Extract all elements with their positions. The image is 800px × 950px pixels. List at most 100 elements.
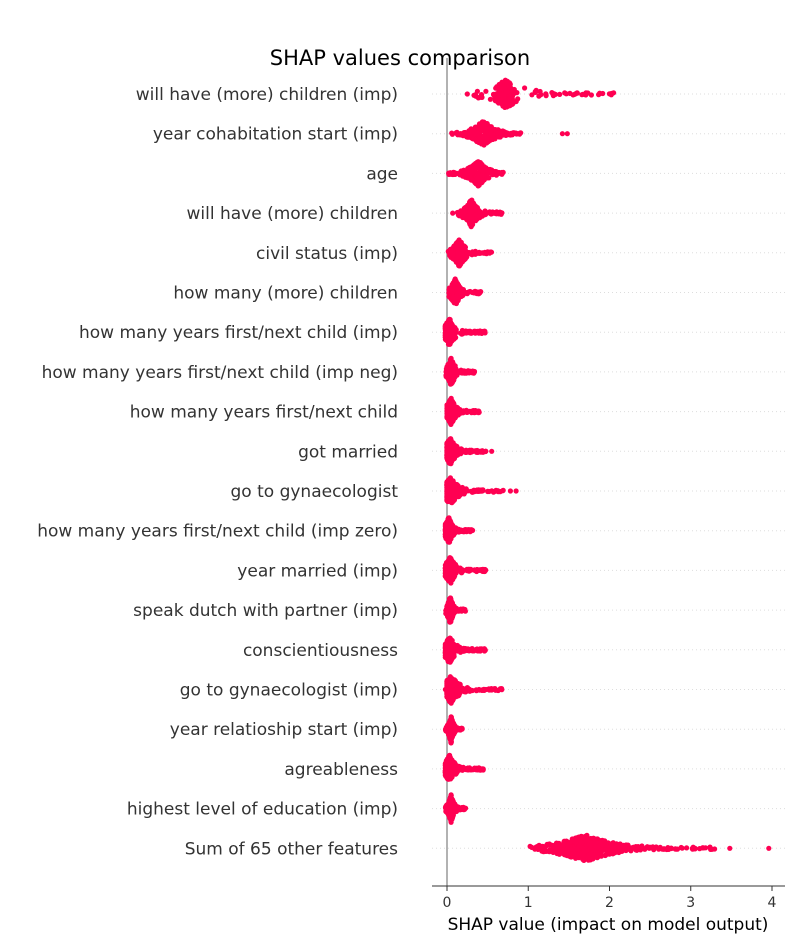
shap-point <box>483 88 489 94</box>
shap-point <box>500 487 506 493</box>
shap-point <box>478 140 484 146</box>
shap-point <box>454 647 460 653</box>
shap-point <box>448 364 454 370</box>
shap-point <box>450 723 456 729</box>
shap-point <box>444 806 450 812</box>
shap-point <box>447 687 453 693</box>
shap-point <box>503 89 509 95</box>
shap-point <box>583 90 589 96</box>
shap-point <box>445 537 451 543</box>
shap-point <box>467 688 473 694</box>
shap-point <box>600 90 606 97</box>
shap-point <box>467 127 473 134</box>
shap-point <box>483 686 489 693</box>
shap-point <box>504 131 510 137</box>
shap-point <box>454 130 460 136</box>
shap-point <box>442 322 448 328</box>
shap-outlier-point <box>464 91 470 97</box>
shap-point <box>453 445 459 452</box>
shap-point <box>479 330 485 336</box>
shap-point <box>450 325 456 331</box>
shap-point <box>579 92 585 98</box>
shap-point <box>570 92 576 98</box>
shap-point <box>473 164 479 171</box>
shap-point <box>448 609 454 615</box>
shap-point <box>469 448 475 454</box>
shap-outlier-point <box>489 448 495 454</box>
shap-point <box>496 100 502 106</box>
shap-point <box>536 93 542 99</box>
shap-point <box>477 646 483 652</box>
feature-points <box>449 119 570 148</box>
shap-point <box>450 131 456 137</box>
shap-point <box>448 338 454 344</box>
shap-point <box>446 567 452 573</box>
shap-point <box>508 97 514 103</box>
shap-point <box>456 283 462 289</box>
shap-point <box>481 250 487 256</box>
shap-point <box>446 759 452 765</box>
shap-point <box>462 369 468 375</box>
feature-points <box>443 355 478 387</box>
shap-point <box>444 372 451 379</box>
feature-points <box>442 674 505 706</box>
feature-points <box>464 77 617 110</box>
shap-point <box>458 527 464 533</box>
shap-point <box>446 576 452 582</box>
shap-point <box>543 91 549 97</box>
shap-point <box>470 767 476 773</box>
feature-points <box>442 555 489 586</box>
shap-point <box>499 687 505 693</box>
shap-point <box>445 491 451 497</box>
feature-points <box>444 395 482 427</box>
shap-point <box>494 488 500 494</box>
shap-point <box>446 455 452 461</box>
shap-point <box>451 491 457 497</box>
shap-point <box>449 286 455 292</box>
shap-point <box>474 160 480 166</box>
shap-point <box>476 487 482 493</box>
shap-point <box>450 485 456 492</box>
shap-point <box>450 478 456 484</box>
shap-point <box>446 327 452 333</box>
shap-point <box>522 85 528 91</box>
shap-point <box>489 210 495 216</box>
feature-points <box>445 237 495 269</box>
shap-point <box>517 131 523 137</box>
shap-point <box>490 686 496 692</box>
shap-point <box>498 210 504 216</box>
shap-point <box>447 418 453 424</box>
shap-point <box>448 718 455 725</box>
shap-point <box>498 83 504 89</box>
shap-point <box>451 678 457 684</box>
shap-outlier-point <box>564 131 570 137</box>
feature-points <box>442 515 476 545</box>
shap-point <box>457 690 463 696</box>
shap-point <box>447 655 454 661</box>
shap-point <box>468 646 474 653</box>
shap-point <box>488 125 494 131</box>
shap-point <box>470 215 476 221</box>
shap-point <box>446 377 452 383</box>
shap-point <box>456 726 462 732</box>
shap-point <box>475 175 481 181</box>
shap-point <box>479 767 485 773</box>
shap-outlier-point <box>507 488 513 494</box>
shap-point <box>489 169 495 175</box>
shap-point <box>469 330 475 336</box>
shap-point <box>474 171 481 177</box>
shap-point <box>483 448 489 454</box>
shap-point <box>459 447 465 453</box>
shap-point <box>487 96 493 102</box>
shap-point <box>465 488 471 494</box>
shap-point <box>462 212 468 218</box>
shap-point <box>475 289 481 295</box>
shap-point <box>495 94 501 100</box>
feature-points <box>446 159 506 189</box>
shap-point <box>501 100 507 106</box>
shap-point <box>450 525 457 531</box>
shap-point <box>508 93 514 99</box>
shap-point <box>445 680 451 686</box>
shap-point <box>462 329 468 335</box>
shap-point <box>445 520 451 526</box>
